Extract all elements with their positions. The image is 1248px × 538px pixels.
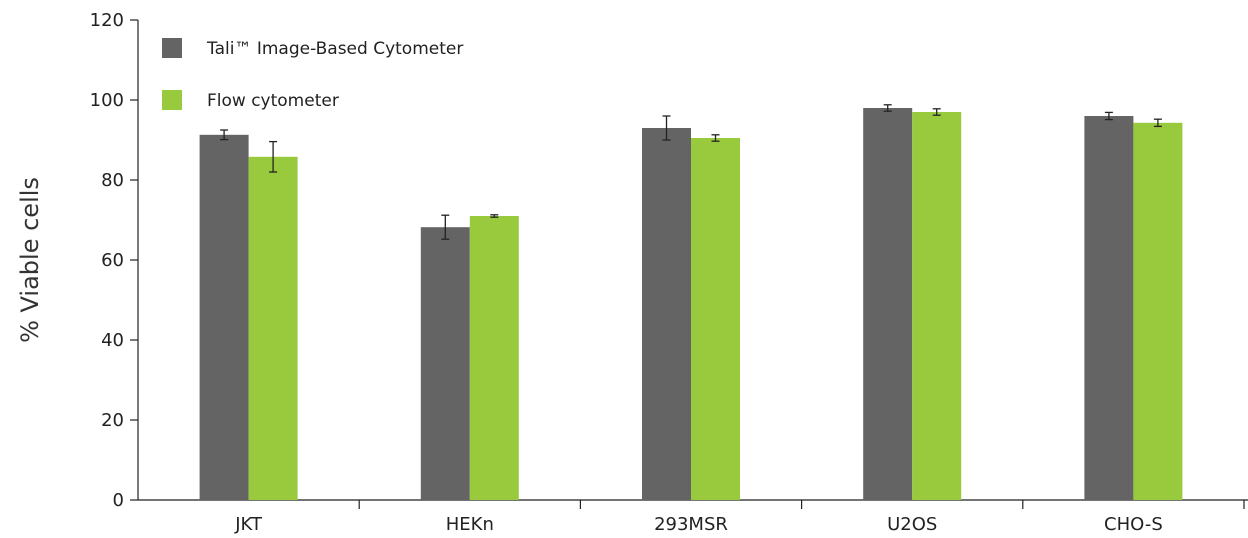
bar-tali-hekn <box>420 227 470 500</box>
legend: Tali™ Image-Based Cytometer Flow cytomete… <box>162 38 463 111</box>
legend-label: Tali™ Image-Based Cytometer <box>206 39 463 59</box>
y-tick-label: 120 <box>90 10 124 31</box>
x-tick-label: HEKn <box>446 514 494 535</box>
x-tick-label: U2OS <box>887 514 937 535</box>
legend-swatch <box>162 38 182 58</box>
x-tick-label: JKT <box>234 514 263 535</box>
bar-tali-u2os <box>863 108 913 500</box>
bar-tali-293msr <box>642 128 691 500</box>
legend-swatch <box>162 90 182 110</box>
bar-tali-jkt <box>199 134 249 501</box>
bar-flow-hekn <box>469 216 519 500</box>
y-tick-label: 40 <box>101 330 124 351</box>
y-tick-label: 80 <box>101 170 124 191</box>
y-tick-label: 100 <box>90 90 124 111</box>
y-axis: 0 20 40 60 80 100 120 <box>90 10 139 511</box>
x-tick-label: CHO-S <box>1104 514 1163 535</box>
bar-flow-jkt <box>248 156 298 501</box>
y-axis-label: % Viable cells <box>16 177 44 343</box>
y-tick-label: 0 <box>113 490 124 511</box>
legend-label: Flow cytometer <box>207 91 339 111</box>
x-axis: JKT HEKn 293MSR U2OS CHO-S <box>138 499 1248 535</box>
bar-tali-cho-s <box>1084 116 1134 500</box>
bar-flow-293msr <box>691 138 740 500</box>
bar-flow-u2os <box>912 112 962 500</box>
y-tick-label: 20 <box>101 410 124 431</box>
bar-flow-cho-s <box>1133 122 1183 501</box>
y-tick-label: 60 <box>101 250 124 271</box>
x-tick-label: 293MSR <box>654 514 728 535</box>
bars <box>199 108 1183 501</box>
error-bars <box>220 104 1162 240</box>
